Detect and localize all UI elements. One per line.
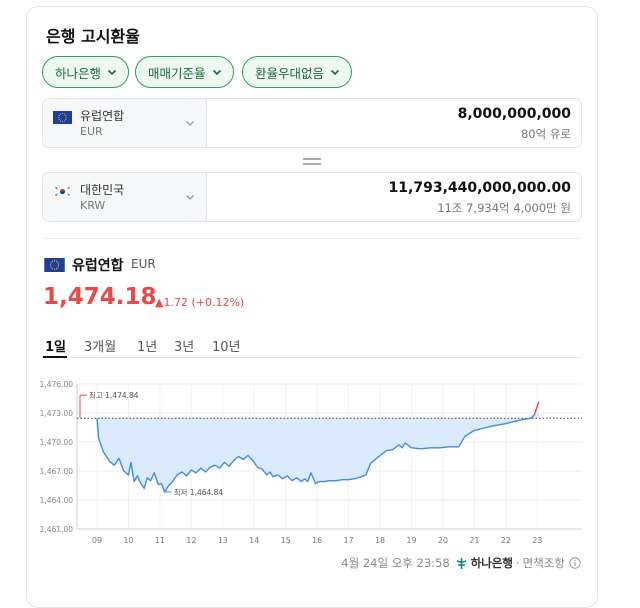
korea-flag-icon — [53, 185, 72, 198]
chevron-down-icon — [330, 69, 340, 76]
rate-change: ▲1.72 (+0.12%) — [155, 296, 244, 309]
x-tick-label: 23 — [532, 536, 542, 545]
from-currency-row: 유럽연합 EUR 8,000,000,000 80억 유로 — [42, 98, 582, 148]
y-tick-label: 1,470.00 — [40, 438, 74, 447]
footer-bank-name: 하나은행 — [470, 556, 514, 570]
rate-change-value: 1.72 (+0.12%) — [163, 296, 245, 309]
x-tick-label: 21 — [469, 536, 479, 545]
current-rate: 1,474.18 — [43, 284, 157, 310]
series-area — [97, 401, 539, 492]
chart-footer: 4월 24일 오후 23:58 하나은행 · 면책조항 — [341, 555, 581, 571]
to-amount-input[interactable]: 11,793,440,000,000.00 — [388, 180, 571, 196]
hana-bank-logo-icon — [456, 557, 467, 569]
preferential-chip-label: 환율우대없음 — [255, 65, 325, 81]
from-currency-code: EUR — [80, 125, 103, 138]
footer-separator: · — [516, 556, 520, 570]
x-tick-label: 22 — [501, 536, 511, 545]
x-tick-label: 15 — [281, 536, 291, 545]
x-tick-label: 17 — [344, 536, 354, 545]
x-tick-label: 16 — [312, 536, 322, 545]
update-timestamp: 4월 24일 오후 23:58 — [341, 556, 450, 570]
chevron-down-icon — [212, 69, 221, 76]
x-tick-label: 13 — [218, 536, 228, 545]
preferential-rate-chip[interactable]: 환율우대없음 — [242, 56, 353, 88]
from-currency-select[interactable]: 유럽연합 EUR — [43, 99, 207, 147]
rate-chart[interactable]: 1,476.00 1,473.00 1,470.00 1,467.00 1,464.00… — [27, 369, 597, 549]
x-tick-label: 10 — [123, 536, 133, 545]
x-tick-label: 19 — [406, 536, 416, 545]
up-triangle-icon: ▲ — [155, 296, 164, 309]
x-tick-label: 12 — [186, 536, 196, 545]
to-amount-korean: 11조 7,934억 4,000만 원 — [437, 201, 571, 215]
series-line-up — [533, 401, 540, 416]
chevron-down-icon — [186, 195, 194, 200]
y-tick-label: 1,473.00 — [40, 409, 74, 418]
y-tick-label: 1,464.00 — [40, 496, 74, 505]
chevron-down-icon — [186, 121, 194, 126]
to-currency-code: KRW — [80, 199, 106, 212]
eu-flag-icon — [44, 258, 65, 272]
y-tick-label: 1,461.00 — [40, 525, 74, 534]
chevron-down-icon — [107, 69, 117, 76]
section-currency-name: 유럽연합 — [72, 258, 124, 274]
section-currency-code: EUR — [131, 257, 156, 271]
high-label: 최고 1,474.84 — [89, 390, 139, 400]
equals-icon — [303, 158, 321, 165]
eu-flag-icon — [53, 111, 72, 124]
to-currency-select[interactable]: 대한민국 KRW — [43, 173, 207, 221]
from-amount-korean: 80억 유로 — [520, 127, 571, 141]
tab-1year[interactable]: 1년 — [137, 340, 158, 355]
x-tick-label: 18 — [375, 536, 385, 545]
rate-type-chip[interactable]: 매매기준율 — [135, 56, 234, 88]
series-line — [96, 414, 535, 493]
x-tick-label: 09 — [92, 536, 102, 545]
disclaimer-link[interactable]: 면책조항 — [522, 556, 565, 570]
bank-select-chip[interactable]: 하나은행 — [42, 56, 130, 88]
info-icon[interactable] — [569, 557, 581, 569]
to-currency-row: 대한민국 KRW 11,793,440,000,000.00 11조 7,934… — [42, 172, 582, 222]
bank-chip-label: 하나은행 — [55, 65, 102, 81]
tabs-baseline — [42, 357, 582, 358]
x-tick-label: 20 — [438, 536, 448, 545]
rate-type-chip-label: 매매기준율 — [148, 65, 206, 81]
active-tab-indicator — [43, 356, 67, 358]
x-tick-label: 11 — [155, 536, 165, 545]
to-currency-name: 대한민국 — [80, 183, 125, 197]
card-title: 은행 고시환율 — [46, 27, 140, 46]
section-divider — [42, 238, 582, 239]
from-currency-name: 유럽연합 — [80, 109, 125, 123]
tab-1day[interactable]: 1일 — [45, 340, 67, 355]
from-amount-input[interactable]: 8,000,000,000 — [457, 106, 571, 122]
tab-3months[interactable]: 3개월 — [84, 340, 117, 355]
y-tick-label: 1,467.00 — [40, 467, 74, 476]
exchange-rate-card: 은행 고시환율 하나은행 매매기준율 환율우대없음 유럽연합 EUR — [26, 6, 598, 608]
y-tick-label: 1,476.00 — [40, 380, 74, 389]
tab-3years[interactable]: 3년 — [174, 340, 195, 355]
low-label: 최저 1,464.84 — [174, 487, 224, 497]
x-tick-label: 14 — [249, 536, 259, 545]
tab-10years[interactable]: 10년 — [212, 340, 241, 355]
